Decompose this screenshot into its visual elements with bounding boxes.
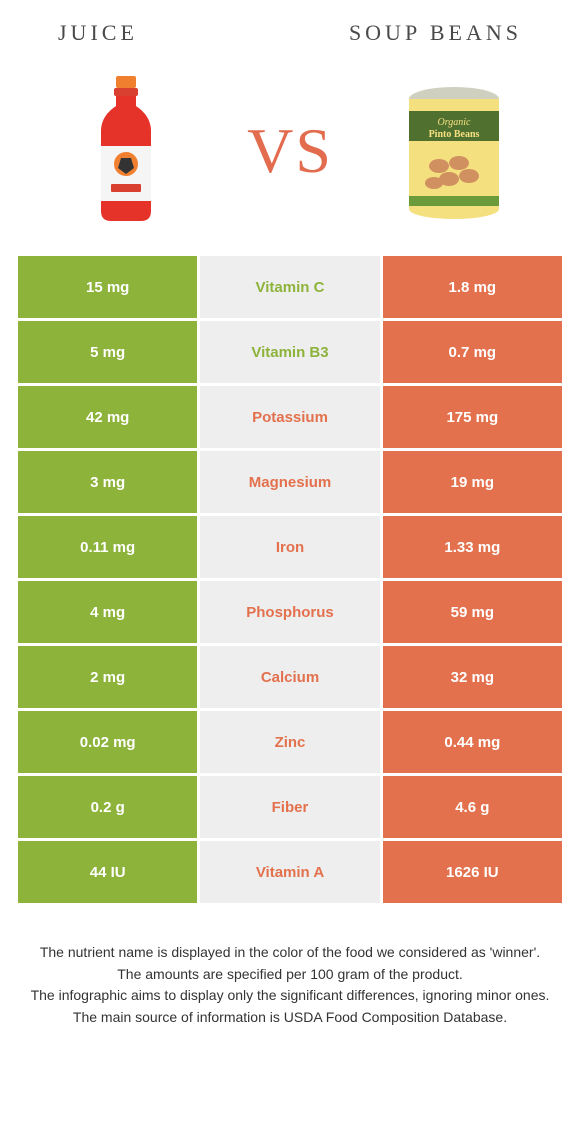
- left-value: 0.11 mg: [18, 516, 197, 578]
- right-value: 0.7 mg: [383, 321, 562, 383]
- left-value: 15 mg: [18, 256, 197, 318]
- nutrient-row: 15 mgVitamin C1.8 mg: [18, 256, 562, 318]
- svg-text:Pinto Beans: Pinto Beans: [429, 129, 480, 140]
- footer-line: The main source of information is USDA F…: [28, 1008, 552, 1028]
- right-value: 4.6 g: [383, 776, 562, 838]
- left-value: 42 mg: [18, 386, 197, 448]
- nutrient-label: Vitamin C: [200, 256, 379, 318]
- right-value: 1.33 mg: [383, 516, 562, 578]
- footer-line: The nutrient name is displayed in the co…: [28, 943, 552, 963]
- left-value: 3 mg: [18, 451, 197, 513]
- nutrient-row: 4 mgPhosphorus59 mg: [18, 581, 562, 643]
- nutrient-row: 0.11 mgIron1.33 mg: [18, 516, 562, 578]
- nutrient-label: Zinc: [200, 711, 379, 773]
- footer-line: The infographic aims to display only the…: [28, 986, 552, 1006]
- infographic-container: JUICE SOUP BEANS VS Organic Pinto: [0, 0, 580, 1049]
- nutrient-row: 2 mgCalcium32 mg: [18, 646, 562, 708]
- nutrient-label: Iron: [200, 516, 379, 578]
- left-value: 44 IU: [18, 841, 197, 903]
- nutrient-row: 0.2 gFiber4.6 g: [18, 776, 562, 838]
- nutrient-label: Calcium: [200, 646, 379, 708]
- nutrient-row: 44 IUVitamin A1626 IU: [18, 841, 562, 903]
- right-value: 0.44 mg: [383, 711, 562, 773]
- vs-label: VS: [247, 114, 333, 188]
- left-value: 5 mg: [18, 321, 197, 383]
- nutrient-label: Fiber: [200, 776, 379, 838]
- nutrient-label: Potassium: [200, 386, 379, 448]
- right-value: 175 mg: [383, 386, 562, 448]
- nutrient-row: 5 mgVitamin B30.7 mg: [18, 321, 562, 383]
- nutrient-label: Vitamin B3: [200, 321, 379, 383]
- right-food-title: SOUP BEANS: [349, 20, 522, 46]
- images-row: VS Organic Pinto Beans: [18, 66, 562, 256]
- footer-line: The amounts are specified per 100 gram o…: [28, 965, 552, 985]
- nutrient-row: 42 mgPotassium175 mg: [18, 386, 562, 448]
- right-value: 1626 IU: [383, 841, 562, 903]
- right-value: 1.8 mg: [383, 256, 562, 318]
- nutrient-label: Phosphorus: [200, 581, 379, 643]
- left-food-title: JUICE: [58, 20, 138, 46]
- right-value: 32 mg: [383, 646, 562, 708]
- left-value: 2 mg: [18, 646, 197, 708]
- beans-image: Organic Pinto Beans: [379, 76, 529, 226]
- right-value: 59 mg: [383, 581, 562, 643]
- header-titles: JUICE SOUP BEANS: [18, 20, 562, 66]
- nutrient-row: 0.02 mgZinc0.44 mg: [18, 711, 562, 773]
- nutrient-table: 15 mgVitamin C1.8 mg5 mgVitamin B30.7 mg…: [18, 256, 562, 903]
- footer-notes: The nutrient name is displayed in the co…: [18, 903, 562, 1027]
- nutrient-label: Vitamin A: [200, 841, 379, 903]
- left-value: 4 mg: [18, 581, 197, 643]
- nutrient-row: 3 mgMagnesium19 mg: [18, 451, 562, 513]
- nutrient-label: Magnesium: [200, 451, 379, 513]
- svg-text:Organic: Organic: [437, 117, 471, 128]
- right-value: 19 mg: [383, 451, 562, 513]
- juice-image: [51, 76, 201, 226]
- left-value: 0.2 g: [18, 776, 197, 838]
- left-value: 0.02 mg: [18, 711, 197, 773]
